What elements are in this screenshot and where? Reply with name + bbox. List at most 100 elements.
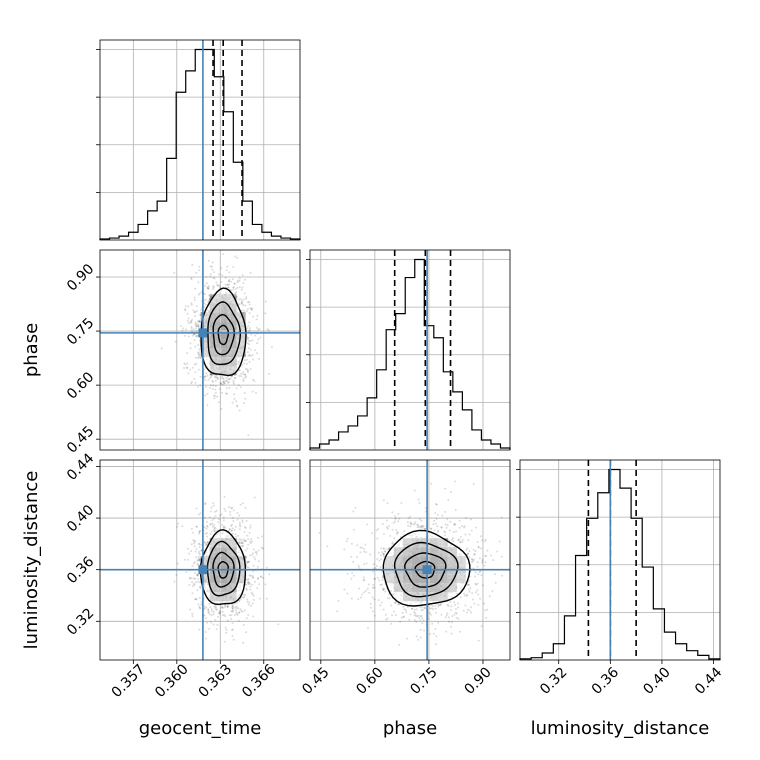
sample-point xyxy=(455,607,457,610)
sample-point xyxy=(233,377,236,379)
sample-point xyxy=(400,502,403,504)
sample-point xyxy=(207,608,210,611)
sample-point xyxy=(244,354,246,356)
truth-marker xyxy=(198,565,208,575)
sample-point xyxy=(198,558,201,561)
sample-point xyxy=(195,547,198,550)
sample-point xyxy=(440,526,443,529)
sample-point xyxy=(444,616,447,619)
sample-point xyxy=(189,321,192,323)
sample-point xyxy=(249,588,252,591)
sample-point xyxy=(205,544,208,547)
sample-point xyxy=(246,560,249,563)
sample-point xyxy=(211,268,214,271)
sample-point xyxy=(413,614,416,617)
sample-point xyxy=(361,593,364,596)
sample-point xyxy=(231,605,234,607)
panel-frame xyxy=(519,459,721,661)
sample-point xyxy=(402,606,405,608)
sample-point xyxy=(195,525,198,528)
sample-point xyxy=(185,328,188,331)
sample-point xyxy=(260,535,263,538)
sample-point xyxy=(467,580,470,583)
sample-point xyxy=(248,343,251,346)
sample-point xyxy=(466,552,469,555)
sample-point xyxy=(249,540,252,543)
sample-point xyxy=(241,545,244,548)
sample-point xyxy=(214,388,217,391)
sample-point xyxy=(241,286,244,289)
sample-point xyxy=(464,594,467,597)
sample-point xyxy=(195,335,198,337)
sample-point xyxy=(486,549,489,552)
sample-point xyxy=(203,516,206,519)
sample-point xyxy=(254,580,256,583)
sample-point xyxy=(212,286,215,289)
sample-point xyxy=(222,377,225,380)
y-tick-label: 0.90 xyxy=(64,261,97,294)
sample-point xyxy=(354,506,357,509)
sample-point xyxy=(260,546,263,549)
sample-point xyxy=(197,542,200,545)
sample-point xyxy=(405,611,408,614)
panel-frame xyxy=(309,459,511,661)
sample-point xyxy=(246,581,249,584)
sample-point xyxy=(388,547,390,550)
sample-point xyxy=(197,559,200,562)
sample-point xyxy=(231,628,234,631)
sample-point xyxy=(208,298,211,301)
sample-point xyxy=(254,334,256,337)
sample-point xyxy=(388,597,391,600)
sample-point xyxy=(457,606,460,609)
sample-point xyxy=(206,535,209,538)
x-tick-label: 0.40 xyxy=(640,664,673,697)
sample-point xyxy=(380,547,383,550)
sample-point xyxy=(251,602,254,605)
sample-point xyxy=(240,372,242,375)
sample-point xyxy=(421,622,424,625)
sample-point xyxy=(247,614,250,616)
sample-point xyxy=(494,581,497,584)
sample-point xyxy=(194,356,197,359)
sample-point xyxy=(365,551,368,554)
sample-point xyxy=(223,496,226,498)
sample-point xyxy=(352,560,355,563)
sample-point xyxy=(453,613,456,616)
sample-point xyxy=(407,524,410,527)
sample-point xyxy=(411,607,414,610)
sample-point xyxy=(374,567,377,570)
sample-point xyxy=(203,541,206,544)
sample-point xyxy=(242,282,245,285)
sample-point xyxy=(387,597,389,600)
sample-point xyxy=(361,546,364,549)
sample-point xyxy=(194,321,197,324)
sample-point xyxy=(191,592,194,595)
sample-point xyxy=(206,541,209,544)
sample-point xyxy=(195,581,198,584)
sample-point xyxy=(193,561,196,563)
sample-point xyxy=(249,524,252,527)
sample-point xyxy=(243,531,246,533)
sample-point xyxy=(365,523,368,526)
sample-point xyxy=(241,610,244,613)
sample-point xyxy=(198,546,201,548)
sample-point xyxy=(231,523,233,526)
sample-point xyxy=(253,380,256,382)
sample-point xyxy=(238,280,241,282)
sample-point xyxy=(244,397,247,400)
sample-point xyxy=(369,602,372,605)
sample-point xyxy=(216,378,219,380)
sample-point xyxy=(239,503,242,506)
sample-point xyxy=(270,346,273,349)
sample-point xyxy=(457,539,460,542)
y-tick-label: 0.36 xyxy=(64,554,97,587)
sample-point xyxy=(429,613,432,616)
sample-point xyxy=(381,522,384,525)
sample-point xyxy=(222,516,225,519)
sample-point xyxy=(435,503,438,506)
sample-point xyxy=(219,286,222,289)
sample-point xyxy=(246,369,249,372)
sample-point xyxy=(394,517,397,520)
sample-point xyxy=(231,527,234,530)
sample-point xyxy=(432,632,435,635)
